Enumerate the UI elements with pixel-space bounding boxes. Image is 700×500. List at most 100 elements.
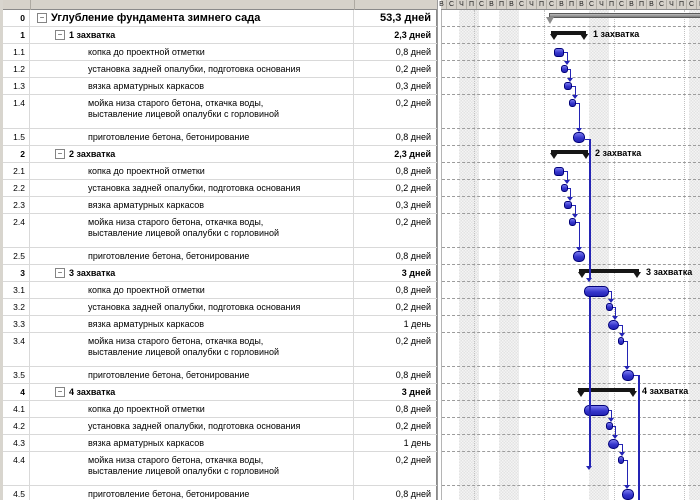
table-row[interactable]: 3.4 мойка низа старого бетона, откачка во…	[3, 333, 437, 367]
table-row[interactable]: 2−2 захватка 2,3 дней	[3, 146, 437, 163]
task-duration-cell[interactable]: 1 день	[354, 435, 437, 451]
task-bar[interactable]	[608, 439, 619, 449]
table-chart-splitter[interactable]	[437, 0, 442, 500]
task-duration-cell[interactable]: 53,3 дней	[354, 10, 437, 26]
task-duration-cell[interactable]: 0,8 дней	[354, 163, 437, 179]
table-row[interactable]: 2.1 копка до проектной отметки 0,8 дней	[3, 163, 437, 180]
task-name-cell[interactable]: вязка арматурных каркасов	[30, 435, 354, 451]
task-bar[interactable]	[554, 48, 564, 57]
table-row[interactable]: 1.1 копка до проектной отметки 0,8 дней	[3, 44, 437, 61]
task-name-cell[interactable]: −3 захватка	[30, 265, 354, 281]
task-name-cell[interactable]: мойка низа старого бетона, откачка воды,…	[30, 333, 354, 366]
project-summary-bar[interactable]	[549, 13, 700, 18]
task-bar[interactable]	[564, 82, 572, 90]
task-duration-cell[interactable]: 0,8 дней	[354, 44, 437, 60]
task-id-cell[interactable]: 2.5	[3, 248, 30, 264]
task-id-cell[interactable]: 2.1	[3, 163, 30, 179]
task-id-cell[interactable]: 4.1	[3, 401, 30, 417]
task-id-cell[interactable]: 3.1	[3, 282, 30, 298]
task-id-cell[interactable]: 1.1	[3, 44, 30, 60]
task-bar[interactable]	[584, 405, 609, 416]
task-bar[interactable]	[618, 337, 624, 345]
task-name-cell[interactable]: вязка арматурных каркасов	[30, 78, 354, 94]
task-duration-cell[interactable]: 0,2 дней	[354, 333, 437, 366]
task-id-cell[interactable]: 2.4	[3, 214, 30, 247]
collapse-icon[interactable]: −	[37, 13, 47, 23]
table-row[interactable]: 4.3 вязка арматурных каркасов 1 день	[3, 435, 437, 452]
task-bar[interactable]	[564, 201, 572, 209]
task-id-cell[interactable]: 3.5	[3, 367, 30, 383]
table-row[interactable]: 4−4 захватка 3 дней	[3, 384, 437, 401]
table-row[interactable]: 2.2 установка задней опалубки, подготовка…	[3, 180, 437, 197]
task-name-cell[interactable]: установка задней опалубки, подготовка ос…	[30, 180, 354, 196]
task-duration-cell[interactable]: 0,8 дней	[354, 486, 437, 500]
task-duration-cell[interactable]: 0,8 дней	[354, 129, 437, 145]
task-name-cell[interactable]: вязка арматурных каркасов	[30, 316, 354, 332]
task-duration-cell[interactable]: 0,8 дней	[354, 282, 437, 298]
task-id-cell[interactable]: 2	[3, 146, 30, 162]
task-duration-cell[interactable]: 3 дней	[354, 384, 437, 400]
summary-bar[interactable]	[579, 269, 639, 273]
task-bar[interactable]	[618, 456, 624, 464]
task-name-cell[interactable]: копка до проектной отметки	[30, 401, 354, 417]
task-id-cell[interactable]: 0	[3, 10, 30, 26]
table-row[interactable]: 3.1 копка до проектной отметки 0,8 дней	[3, 282, 437, 299]
table-row[interactable]: 3.5 приготовление бетона, бетонирование 0,…	[3, 367, 437, 384]
summary-bar[interactable]	[551, 31, 586, 35]
task-name-cell[interactable]: копка до проектной отметки	[30, 44, 354, 60]
table-row[interactable]: 1.4 мойка низа старого бетона, откачка во…	[3, 95, 437, 129]
task-name-cell[interactable]: мойка низа старого бетона, откачка воды,…	[30, 95, 354, 128]
task-duration-cell[interactable]: 0,2 дней	[354, 452, 437, 485]
task-bar[interactable]	[569, 99, 576, 107]
table-row[interactable]: 4.5 приготовление бетона, бетонирование 0,…	[3, 486, 437, 500]
task-duration-cell[interactable]: 0,3 дней	[354, 78, 437, 94]
task-duration-cell[interactable]: 0,2 дней	[354, 180, 437, 196]
summary-bar[interactable]	[578, 388, 635, 392]
task-duration-cell[interactable]: 0,3 дней	[354, 197, 437, 213]
task-id-cell[interactable]: 4.4	[3, 452, 30, 485]
task-name-cell[interactable]: установка задней опалубки, подготовка ос…	[30, 299, 354, 315]
task-duration-cell[interactable]: 0,2 дней	[354, 418, 437, 434]
table-row[interactable]: 4.2 установка задней опалубки, подготовка…	[3, 418, 437, 435]
table-row[interactable]: 1.2 установка задней опалубки, подготовка…	[3, 61, 437, 78]
task-id-cell[interactable]: 3.4	[3, 333, 30, 366]
task-name-cell[interactable]: приготовление бетона, бетонирование	[30, 129, 354, 145]
task-duration-cell[interactable]: 0,2 дней	[354, 299, 437, 315]
table-row[interactable]: 2.4 мойка низа старого бетона, откачка во…	[3, 214, 437, 248]
task-name-cell[interactable]: мойка низа старого бетона, откачка воды,…	[30, 452, 354, 485]
task-duration-cell[interactable]: 0,8 дней	[354, 401, 437, 417]
column-separator[interactable]	[30, 0, 31, 10]
task-bar[interactable]	[606, 303, 613, 311]
task-id-cell[interactable]: 2.2	[3, 180, 30, 196]
collapse-icon[interactable]: −	[55, 268, 65, 278]
collapse-icon[interactable]: −	[55, 387, 65, 397]
task-duration-cell[interactable]: 2,3 дней	[354, 27, 437, 43]
table-row[interactable]: 2.5 приготовление бетона, бетонирование 0,…	[3, 248, 437, 265]
task-id-cell[interactable]: 4	[3, 384, 30, 400]
task-id-cell[interactable]: 1.4	[3, 95, 30, 128]
task-name-cell[interactable]: −1 захватка	[30, 27, 354, 43]
task-id-cell[interactable]: 1	[3, 27, 30, 43]
task-duration-cell[interactable]: 0,8 дней	[354, 367, 437, 383]
task-duration-cell[interactable]: 1 день	[354, 316, 437, 332]
table-row[interactable]: 2.3 вязка арматурных каркасов 0,3 дней	[3, 197, 437, 214]
table-row[interactable]: 1−1 захватка 2,3 дней	[3, 27, 437, 44]
table-row[interactable]: 3.3 вязка арматурных каркасов 1 день	[3, 316, 437, 333]
task-name-cell[interactable]: приготовление бетона, бетонирование	[30, 367, 354, 383]
task-duration-cell[interactable]: 0,2 дней	[354, 95, 437, 128]
task-name-cell[interactable]: −4 захватка	[30, 384, 354, 400]
task-id-cell[interactable]: 1.2	[3, 61, 30, 77]
table-row[interactable]: 4.4 мойка низа старого бетона, откачка во…	[3, 452, 437, 486]
task-name-cell[interactable]: − Углубление фундамента зимнего сада	[30, 10, 354, 26]
table-row[interactable]: 3.2 установка задней опалубки, подготовка…	[3, 299, 437, 316]
task-id-cell[interactable]: 4.3	[3, 435, 30, 451]
task-bar[interactable]	[622, 370, 634, 381]
task-name-cell[interactable]: установка задней опалубки, подготовка ос…	[30, 418, 354, 434]
task-bar[interactable]	[622, 489, 634, 500]
task-id-cell[interactable]: 3.3	[3, 316, 30, 332]
task-id-cell[interactable]: 3	[3, 265, 30, 281]
task-bar[interactable]	[561, 65, 568, 73]
table-header-row[interactable]	[3, 0, 437, 10]
summary-bar[interactable]	[551, 150, 588, 154]
collapse-icon[interactable]: −	[55, 149, 65, 159]
